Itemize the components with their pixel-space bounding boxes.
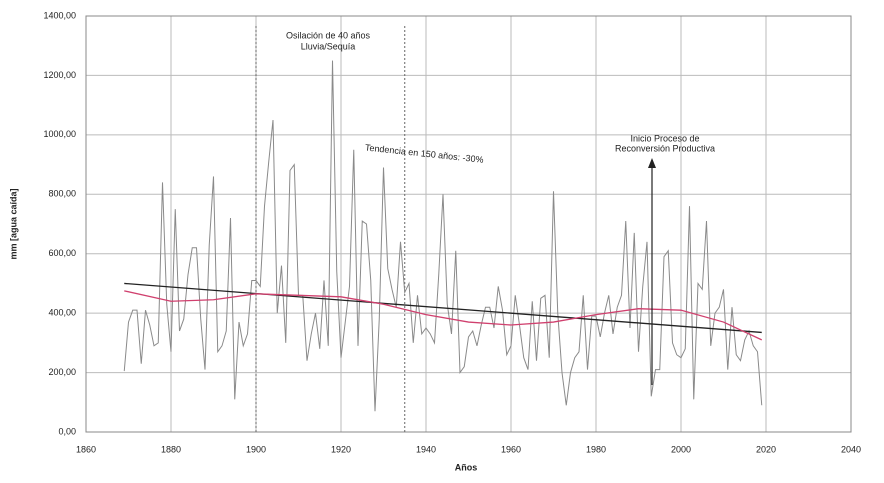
annotation: Inicio Proceso de xyxy=(630,133,699,143)
y-tick-label: 600,00 xyxy=(48,248,76,258)
x-tick-label: 2040 xyxy=(841,444,861,454)
plot-frame xyxy=(85,15,852,433)
series-line xyxy=(124,282,762,334)
annotation-arrowhead xyxy=(648,158,656,168)
annotation: Reconversión Productiva xyxy=(615,143,715,153)
x-axis-title: Años xyxy=(455,462,478,472)
x-tick-label: 1920 xyxy=(331,444,351,454)
x-tick-label: 1940 xyxy=(416,444,436,454)
series-line xyxy=(123,60,763,412)
x-tick-label: 2000 xyxy=(671,444,691,454)
y-tick-label: 1200,00 xyxy=(43,70,76,80)
x-tick-label: 1960 xyxy=(501,444,521,454)
x-tick-label: 1880 xyxy=(161,444,181,454)
annotation: Osilación de 40 años xyxy=(286,30,371,40)
x-tick-label: 2020 xyxy=(756,444,776,454)
y-tick-label: 1400,00 xyxy=(43,10,76,20)
y-tick-label: 400,00 xyxy=(48,308,76,318)
y-tick-label: 1000,00 xyxy=(43,129,76,139)
y-axis-title: mm [agua caída] xyxy=(8,188,18,259)
x-tick-label: 1860 xyxy=(76,444,96,454)
annotation: Lluvia/Sequía xyxy=(301,41,356,51)
y-tick-label: 0,00 xyxy=(58,426,76,436)
x-tick-label: 1900 xyxy=(246,444,266,454)
series-line xyxy=(124,290,763,341)
y-tick-label: 800,00 xyxy=(48,189,76,199)
x-tick-label: 1980 xyxy=(586,444,606,454)
y-tick-label: 200,00 xyxy=(48,367,76,377)
